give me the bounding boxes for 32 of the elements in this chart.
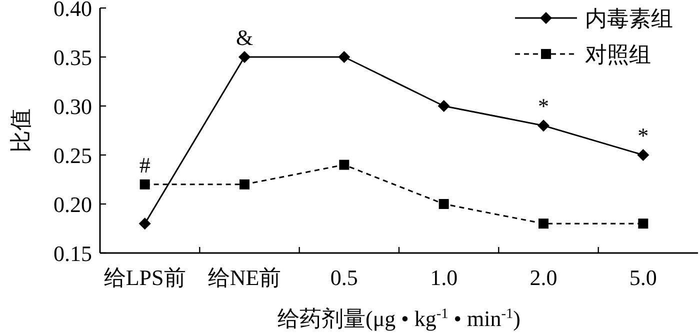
legend-label: 对照组	[585, 42, 651, 67]
point	[138, 218, 151, 230]
annotation: #	[139, 152, 150, 178]
point	[438, 199, 449, 209]
point	[538, 120, 550, 132]
point	[140, 179, 150, 190]
annotation: *	[538, 94, 549, 119]
x-tick-label: 1.0	[430, 265, 458, 290]
y-tick-label: 0.35	[54, 45, 92, 70]
y-axis-title: 比值	[8, 108, 33, 152]
x-tick-label: 2.0	[530, 265, 558, 290]
point	[438, 100, 450, 112]
point	[637, 149, 650, 161]
x-tick-label: 0.5	[330, 265, 358, 290]
point	[638, 218, 648, 229]
point	[339, 160, 350, 170]
annotation: &	[236, 25, 254, 50]
y-tick-label: 0.25	[54, 143, 92, 168]
point	[240, 179, 250, 190]
y-tick-label: 0.40	[54, 0, 92, 21]
point	[238, 51, 250, 63]
x-axis-title: 给药剂量(μg • kg$^{-1}$ • min$^{-1}$)	[278, 306, 520, 331]
x-tick-label: 给NE前	[208, 265, 282, 290]
point	[538, 218, 548, 229]
y-tick-label: 0.30	[54, 94, 92, 119]
legend-label: 内毒素组	[585, 6, 673, 31]
x-tick-label: 5.0	[629, 265, 657, 290]
annotation: *	[638, 123, 649, 148]
y-tick-label: 0.20	[54, 192, 92, 217]
point	[338, 51, 350, 63]
y-tick-label: 0.15	[54, 241, 92, 266]
x-tick-label: 给LPS前	[104, 265, 186, 290]
